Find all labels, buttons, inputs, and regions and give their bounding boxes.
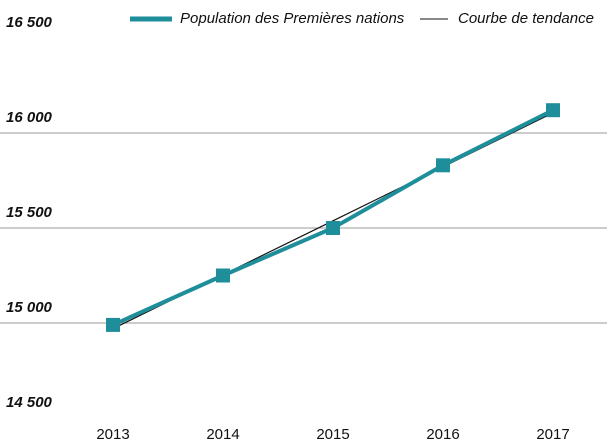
marker xyxy=(326,221,340,235)
y-tick-label: 16 000 xyxy=(6,109,53,126)
y-tick-label: 16 500 xyxy=(6,14,53,31)
marker xyxy=(216,268,230,283)
y-tick-label: 14 500 xyxy=(6,394,53,411)
marker xyxy=(546,103,560,118)
x-tick-label: 2013 xyxy=(96,426,129,443)
x-tick-label: 2014 xyxy=(206,426,239,443)
series-line xyxy=(112,108,554,327)
y-tick-label: 15 500 xyxy=(6,204,53,221)
legend-label: Population des Premières nations xyxy=(180,10,405,27)
y-tick-label: 15 000 xyxy=(6,299,53,316)
x-tick-label: 2017 xyxy=(536,426,569,443)
legend-label: Courbe de tendance xyxy=(458,10,594,27)
marker xyxy=(436,158,450,173)
x-tick-label: 2015 xyxy=(316,426,349,443)
x-tick-label: 2016 xyxy=(426,426,459,443)
marker xyxy=(106,317,120,332)
